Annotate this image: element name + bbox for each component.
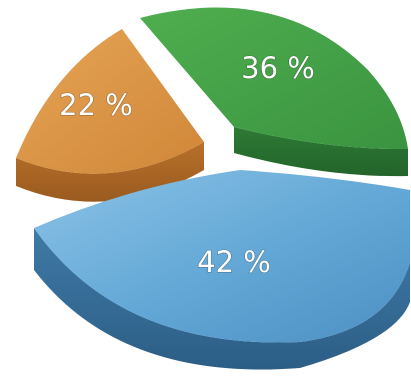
slice-42-top [34, 170, 410, 343]
label-42: 42 % [197, 245, 271, 279]
slice-36 [140, 7, 408, 177]
slice-42 [34, 170, 410, 370]
slice-42-side [34, 228, 410, 370]
slice-36-side [234, 127, 408, 177]
slice-22-top [16, 29, 204, 174]
slice-36-top [140, 7, 408, 150]
label-36: 36 % [241, 51, 315, 85]
label-22: 22 % [59, 88, 133, 122]
